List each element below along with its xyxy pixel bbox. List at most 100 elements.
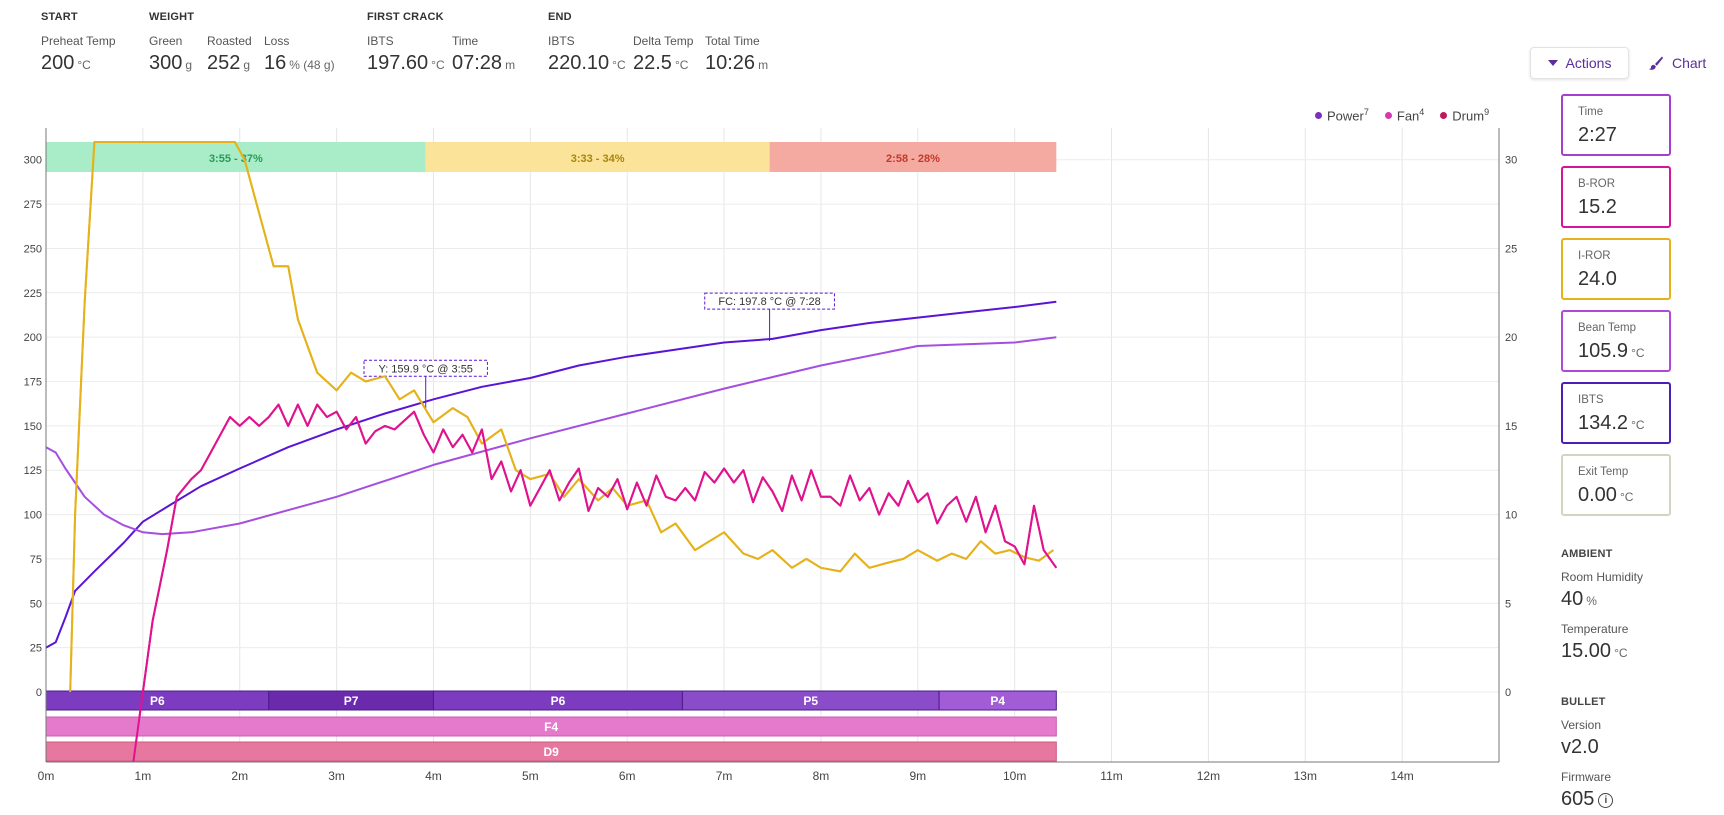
preheat-value: 200 °C [41, 52, 91, 74]
card-time-value: 2:27 [1578, 124, 1617, 146]
card-b-ror-label: B-ROR [1578, 178, 1616, 190]
x-tick-label: 3m [328, 769, 345, 783]
x-tick-label: 10m [1003, 769, 1026, 783]
annotation-box-2 [704, 292, 835, 310]
series-b-ror [132, 403, 1058, 762]
loss-label: Loss [264, 34, 290, 48]
y-left-tick-label: 225 [24, 288, 42, 300]
y-right-tick-label: 15 [1505, 421, 1517, 433]
power-bar-segment-5 [938, 690, 1057, 711]
ambient-temp-label: Temperature [1561, 622, 1629, 636]
y-left-tick-label: 0 [36, 687, 42, 699]
actions-label: Actions [1565, 55, 1612, 71]
total-time-value: 10:26 m [705, 52, 769, 74]
legend-label-drum: Drum9 [1452, 107, 1490, 124]
card-exit-temp: Exit Temp 0.00 °C [1561, 454, 1671, 516]
x-tick-label: 0m [38, 769, 55, 783]
roasted-label: Roasted [207, 34, 252, 48]
green-value: 300 g [149, 52, 193, 74]
chart-label: Chart [1672, 55, 1707, 71]
power-bar-label-4: P5 [803, 694, 818, 708]
card-exit-temp-value: 0.00 °C [1578, 484, 1634, 506]
first-crack-title: FIRST CRACK [367, 11, 444, 23]
y-left-tick-label: 25 [30, 643, 42, 655]
x-tick-label: 14m [1390, 769, 1413, 783]
card-bean-temp-value: 105.9 °C [1578, 340, 1645, 362]
legend-dot-drum [1440, 111, 1448, 119]
y-left-tick-label: 50 [30, 598, 42, 610]
fc-time-label: Time [452, 34, 479, 48]
phase-band-2 [425, 142, 770, 172]
y-left-tick-label: 250 [24, 243, 42, 255]
annotation-label-1: Y: 159.9 °C @ 3:55 [378, 363, 472, 375]
weight-title: WEIGHT [149, 11, 195, 23]
phase-band-3 [769, 142, 1057, 172]
phase-band-1 [46, 142, 426, 172]
annotation-label-2: FC: 197.8 °C @ 7:28 [718, 296, 820, 308]
card-time-label: Time [1578, 106, 1604, 118]
version-value: v2.0 [1561, 736, 1599, 758]
firmware-label: Firmware [1561, 770, 1611, 784]
version-label: Version [1561, 718, 1602, 732]
card-ibts: IBTS 134.2 °C [1561, 382, 1671, 444]
humidity-value: 40% [1561, 588, 1597, 610]
y-left-tick-label: 125 [24, 465, 42, 477]
end-title: END [548, 11, 572, 23]
x-tick-label: 7m [716, 769, 733, 783]
delta-temp-label: Delta Temp [633, 34, 694, 48]
brush-icon [1649, 56, 1663, 70]
bullet-title: BULLET [1561, 696, 1606, 708]
power-bar-label-2: P7 [344, 694, 359, 708]
actions-button[interactable]: Actions [1530, 47, 1629, 79]
end-ibts-label: IBTS [548, 34, 575, 48]
roast-chart[interactable]: 3:55 - 37% 3:33 - 34% 2:58 - 28% Y: 159.9 °… [0, 120, 1530, 815]
power-bar-label-3: P6 [551, 694, 566, 708]
card-ibts-value: 134.2 °C [1578, 412, 1645, 434]
legend-dot-fan [1384, 111, 1392, 119]
info-icon[interactable]: i [1598, 793, 1614, 808]
card-i-ror-value: 24.0 [1578, 268, 1617, 290]
caret-down-icon [1547, 60, 1558, 66]
fc-ibts-label: IBTS [367, 34, 394, 48]
y-left-tick-label: 200 [24, 332, 42, 344]
y-right-tick-label: 0 [1505, 687, 1511, 699]
chart-button[interactable]: Chart [1648, 47, 1706, 79]
x-tick-label: 2m [231, 769, 248, 783]
legend-item-power[interactable]: Power7 [1315, 107, 1369, 123]
delta-temp-value: 22.5 °C [633, 52, 689, 74]
y-left-tick-label: 275 [24, 199, 42, 211]
y-left-tick-label: 175 [24, 377, 42, 389]
firmware-value: 605 i [1561, 788, 1614, 811]
series-bean-temp [46, 336, 1057, 536]
card-i-ror: I-ROR 24.0 [1561, 238, 1671, 300]
preheat-label: Preheat Temp [41, 34, 116, 48]
legend-item-drum[interactable]: Drum9 [1440, 107, 1489, 123]
phase-label-2: 3:33 - 34% [571, 153, 625, 165]
roasted-value: 252 g [207, 52, 251, 74]
fan-bar-label-1: F4 [544, 720, 558, 734]
card-bean-temp: Bean Temp 105.9 °C [1561, 310, 1671, 372]
x-tick-label: 6m [619, 769, 636, 783]
ambient-title: AMBIENT [1561, 548, 1613, 560]
y-right-tick-label: 20 [1505, 332, 1517, 344]
card-bean-temp-label: Bean Temp [1578, 322, 1636, 334]
legend-dot-power [1315, 111, 1322, 119]
end-ibts-value: 220.10 °C [548, 52, 626, 74]
card-i-ror-label: I-ROR [1578, 250, 1611, 262]
series-i-ror [69, 141, 1054, 693]
x-tick-label: 13m [1294, 769, 1317, 783]
power-bar-label-1: P6 [150, 694, 165, 708]
series-ibts [46, 300, 1057, 649]
annotation-box-1 [363, 359, 488, 377]
y-left-tick-label: 75 [30, 554, 42, 566]
ambient-temp-value: 15.00 °C [1561, 640, 1628, 662]
y-right-tick-label: 5 [1505, 598, 1511, 610]
x-tick-label: 12m [1197, 769, 1220, 783]
chart-legend: Power7 Fan4 Drum9 [1315, 107, 1489, 123]
series-i-ror [69, 141, 1054, 693]
x-tick-label: 9m [909, 769, 926, 783]
power-bar-label-5: P4 [990, 694, 1005, 708]
card-exit-temp-label: Exit Temp [1578, 466, 1629, 478]
legend-item-fan[interactable]: Fan4 [1384, 107, 1424, 123]
drum-bar-label-1: D9 [543, 745, 559, 759]
